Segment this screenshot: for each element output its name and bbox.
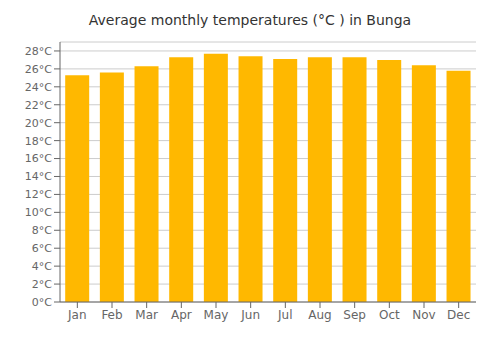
svg-text:24°C: 24°C bbox=[25, 81, 52, 94]
svg-text:Aug: Aug bbox=[308, 308, 331, 322]
svg-text:0°C: 0°C bbox=[32, 296, 52, 309]
svg-text:26°C: 26°C bbox=[25, 63, 52, 76]
svg-text:22°C: 22°C bbox=[25, 99, 52, 112]
svg-text:Oct: Oct bbox=[379, 308, 400, 322]
svg-text:2°C: 2°C bbox=[32, 278, 52, 291]
svg-text:6°C: 6°C bbox=[32, 242, 52, 255]
svg-text:8°C: 8°C bbox=[32, 224, 52, 237]
svg-text:Feb: Feb bbox=[101, 308, 122, 322]
svg-text:Nov: Nov bbox=[412, 308, 435, 322]
svg-text:20°C: 20°C bbox=[25, 117, 52, 130]
svg-text:Mar: Mar bbox=[135, 308, 158, 322]
html-text:Average monthly temperatures (: Average monthly temperatures (°C ) in Bu… bbox=[88, 12, 412, 28]
svg-text:Jun: Jun bbox=[240, 308, 260, 322]
svg-text:16°C: 16°C bbox=[25, 152, 52, 165]
svg-text:4°C: 4°C bbox=[32, 260, 52, 273]
svg-text:Dec: Dec bbox=[447, 308, 470, 322]
svg-text:10°C: 10°C bbox=[25, 206, 52, 219]
svg-text:14°C: 14°C bbox=[25, 170, 52, 183]
svg-text:Apr: Apr bbox=[171, 308, 192, 322]
svg-text:18°C: 18°C bbox=[25, 135, 52, 148]
svg-text:28°C: 28°C bbox=[25, 45, 52, 58]
svg-text:Jul: Jul bbox=[277, 308, 292, 322]
svg-text:12°C: 12°C bbox=[25, 188, 52, 201]
svg-text:Sep: Sep bbox=[343, 308, 366, 322]
svg-text:Jan: Jan bbox=[67, 308, 87, 322]
svg-text:May: May bbox=[204, 308, 229, 322]
